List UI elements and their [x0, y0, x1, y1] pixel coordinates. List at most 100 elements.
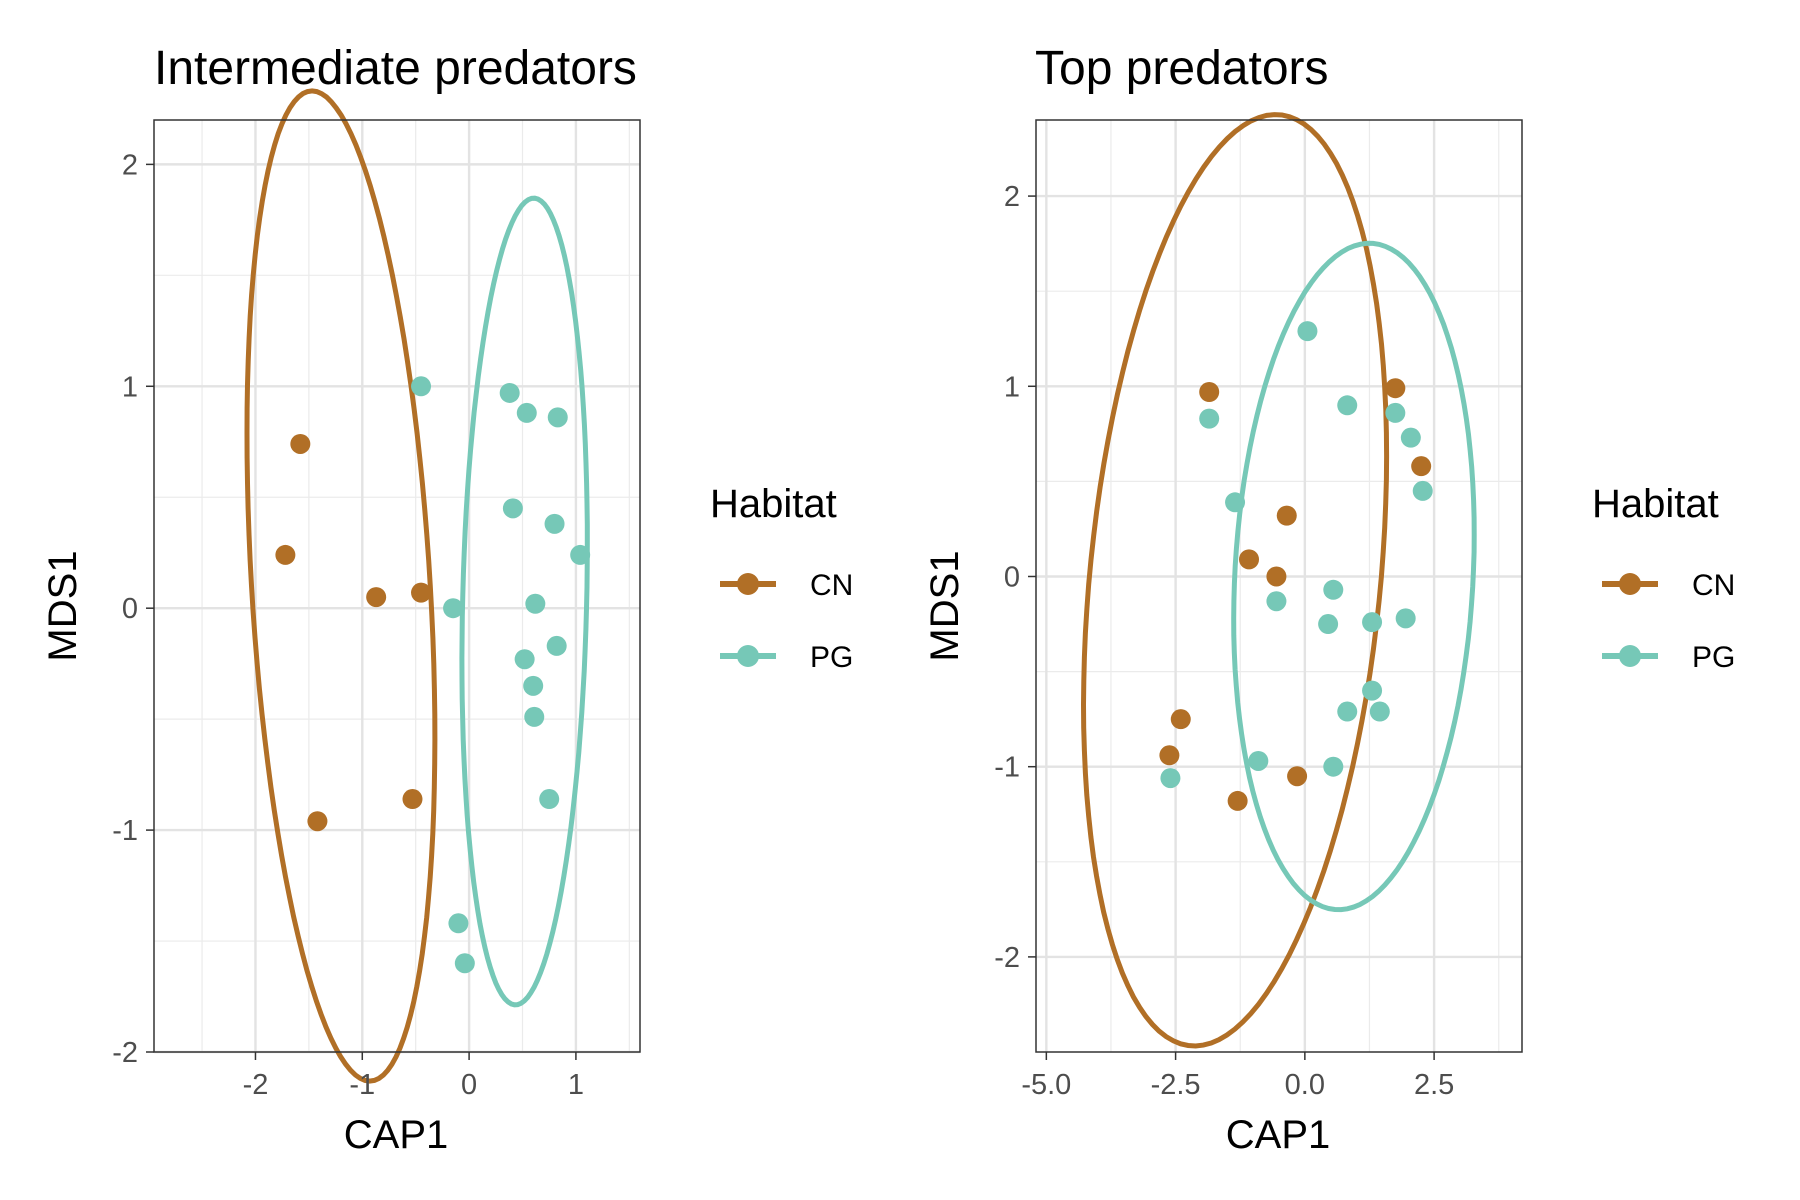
panel-intermediate-predators: Intermediate predators CAP1 MDS1 Habitat… — [41, 42, 853, 1157]
point-pg — [448, 913, 469, 934]
y-tick-label: -1 — [112, 815, 138, 847]
legend-key-pg — [720, 645, 776, 667]
point-cn — [1287, 766, 1308, 787]
axis-ticks: -5.0 -2.5 0.0 2.5 -2 -1 0 1 2 — [994, 181, 1454, 1101]
point-pg — [1395, 608, 1416, 629]
x-tick-label: -1 — [349, 1069, 375, 1101]
point-pg — [1400, 427, 1421, 448]
point-cn — [1385, 378, 1406, 399]
point-pg — [539, 789, 560, 810]
point-cn — [1159, 745, 1180, 766]
y-tick-label: 2 — [1004, 181, 1020, 213]
point-pg — [1385, 402, 1406, 423]
legend-label: CN — [810, 569, 853, 602]
legend-title: Habitat — [1592, 482, 1719, 526]
ellipse-cn — [244, 88, 438, 1084]
point-cn — [1266, 566, 1287, 587]
point-pg — [525, 593, 546, 614]
point-pg — [1362, 680, 1383, 701]
plot-frame — [1035, 119, 1523, 1053]
legend-marker — [1619, 573, 1641, 595]
point-pg — [1337, 701, 1358, 722]
point-cn — [411, 582, 432, 603]
plot-frame — [153, 119, 641, 1053]
point-cn — [366, 587, 387, 608]
ellipse-pg — [459, 195, 590, 1008]
point-pg — [544, 513, 565, 534]
y-axis-title: MDS1 — [923, 550, 967, 661]
ellipses — [244, 88, 590, 1084]
points — [275, 376, 591, 974]
y-tick-label: 2 — [122, 149, 138, 181]
point-cn — [1199, 381, 1220, 402]
point-cn — [307, 811, 328, 832]
point-pg — [1160, 768, 1181, 789]
legend-marker — [737, 573, 759, 595]
legend: CN PG — [1602, 569, 1735, 674]
point-cn — [1227, 790, 1248, 811]
point-pg — [411, 376, 432, 397]
legend-key-pg — [1602, 645, 1658, 667]
x-tick-label: -2 — [243, 1069, 269, 1101]
point-cn — [1170, 709, 1191, 730]
legend-marker — [1619, 645, 1641, 667]
x-axis-title: CAP1 — [344, 1113, 449, 1157]
y-axis-title: MDS1 — [41, 550, 85, 661]
ellipses — [1080, 112, 1477, 1049]
panel-top-predators: Top predators CAP1 MDS1 Habitat -5.0 -2.5… — [923, 42, 1735, 1157]
point-pg — [499, 382, 520, 403]
point-pg — [546, 635, 567, 656]
legend-key-cn — [1602, 573, 1658, 595]
point-pg — [570, 544, 591, 565]
point-pg — [1323, 756, 1344, 777]
x-tick-label: -2.5 — [1151, 1069, 1201, 1101]
point-cn — [1276, 505, 1297, 526]
point-pg — [1225, 492, 1246, 513]
point-pg — [443, 598, 464, 619]
legend-label: CN — [1692, 569, 1735, 602]
point-cn — [402, 789, 423, 810]
y-tick-label: 1 — [1004, 371, 1020, 403]
x-tick-label: -5.0 — [1021, 1069, 1071, 1101]
x-tick-label: 0 — [461, 1069, 477, 1101]
point-pg — [1412, 480, 1433, 501]
point-pg — [454, 953, 475, 974]
point-pg — [547, 407, 568, 428]
legend-key-cn — [720, 573, 776, 595]
point-pg — [1266, 591, 1287, 612]
x-tick-label: 0.0 — [1285, 1069, 1325, 1101]
legend: CN PG — [720, 569, 853, 674]
grid — [154, 120, 640, 1054]
point-pg — [524, 706, 545, 727]
y-tick-label: -2 — [994, 942, 1020, 974]
chart-title: Intermediate predators — [154, 42, 637, 95]
point-pg — [1362, 612, 1383, 633]
point-cn — [275, 544, 296, 565]
y-tick-label: -2 — [112, 1037, 138, 1069]
point-pg — [1318, 614, 1339, 635]
point-pg — [1337, 395, 1358, 416]
point-pg — [1369, 701, 1390, 722]
point-pg — [502, 498, 523, 519]
chart-title: Top predators — [1035, 42, 1329, 95]
points — [1159, 321, 1433, 811]
point-pg — [1248, 750, 1269, 771]
legend-marker — [737, 645, 759, 667]
ellipse-cn — [1080, 112, 1390, 1049]
x-tick-label: 2.5 — [1414, 1069, 1454, 1101]
y-tick-label: 1 — [122, 371, 138, 403]
point-pg — [516, 402, 537, 423]
legend-label: PG — [810, 641, 853, 674]
point-cn — [1411, 456, 1432, 477]
y-tick-label: -1 — [994, 752, 1020, 784]
axis-ticks: -2 -1 0 1 -2 -1 0 1 2 — [112, 149, 584, 1101]
y-tick-label: 0 — [1004, 561, 1020, 593]
x-tick-label: 1 — [568, 1069, 584, 1101]
legend-title: Habitat — [710, 482, 837, 526]
point-cn — [290, 433, 311, 454]
ellipse-pg — [1231, 240, 1477, 913]
point-pg — [1323, 579, 1344, 600]
point-pg — [523, 675, 544, 696]
legend-label: PG — [1692, 641, 1735, 674]
